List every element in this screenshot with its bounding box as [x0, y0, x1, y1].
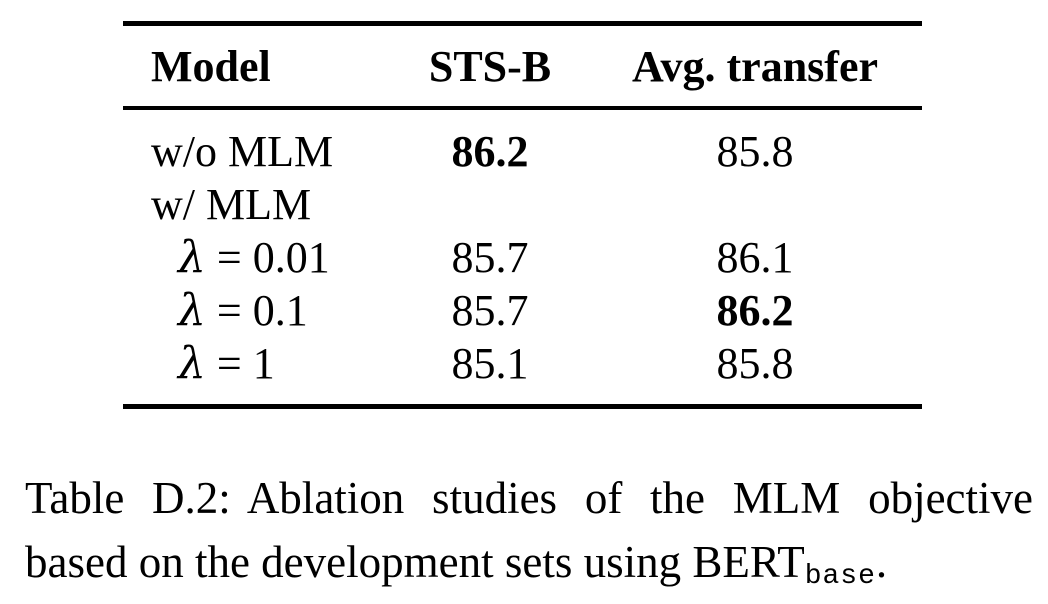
- caption-text-line1: Ablation studies of the MLM objective: [246, 473, 1033, 523]
- sts-b-cell: 85.1: [451, 339, 529, 388]
- caption-line-2: based on the development sets using BERT…: [25, 530, 1033, 604]
- model-cell: w/o MLM: [151, 127, 334, 176]
- table-row: w/ MLM: [123, 178, 922, 231]
- lambda-symbol: λ: [178, 338, 206, 389]
- table-row: λ = 1 85.1 85.8: [123, 337, 922, 390]
- avg-transfer-cell: 86.1: [716, 233, 794, 282]
- table-bottom-rule: [123, 404, 922, 409]
- sts-b-cell: 85.7: [451, 233, 529, 282]
- column-header-model: Model: [151, 41, 271, 91]
- avg-transfer-cell: 85.8: [716, 339, 794, 388]
- bert-base-subscript: base: [804, 561, 876, 593]
- model-cell: λ = 0.1: [178, 285, 308, 336]
- results-table: Model STS-B Avg. transfer w/o MLM 86.2 8…: [123, 21, 922, 409]
- model-cell: w/ MLM: [151, 180, 312, 229]
- caption-line-1: Table D.2: Ablation studies of the MLM ob…: [25, 466, 1033, 530]
- lambda-symbol: λ: [178, 285, 206, 336]
- caption-text-line2: based on the development sets using BERT: [25, 537, 805, 587]
- table-body: w/o MLM 86.2 85.8 w/ MLM λ = 0.01 85.7 8…: [123, 110, 922, 404]
- model-cell: λ = 1: [178, 338, 275, 389]
- table-header-row: Model STS-B Avg. transfer: [123, 26, 922, 106]
- table-mid-rule: [123, 106, 922, 110]
- caption-period: .: [875, 537, 888, 587]
- table-row: w/o MLM 86.2 85.8: [123, 125, 922, 178]
- sts-b-cell: 85.7: [451, 286, 529, 335]
- table-top-rule: [123, 21, 922, 26]
- table-row: λ = 0.1 85.7 86.2: [123, 284, 922, 337]
- lambda-symbol: λ: [178, 232, 206, 283]
- column-header-avg-transfer: Avg. transfer: [632, 41, 878, 91]
- sts-b-cell: 86.2: [451, 127, 529, 176]
- model-cell: λ = 0.01: [178, 232, 330, 283]
- table-caption: Table D.2: Ablation studies of the MLM ob…: [25, 466, 1033, 604]
- avg-transfer-cell: 86.2: [716, 286, 794, 335]
- column-header-sts-b: STS-B: [428, 41, 552, 91]
- table-row: λ = 0.01 85.7 86.1: [123, 231, 922, 284]
- caption-label: Table D.2:: [25, 473, 231, 523]
- avg-transfer-cell: 85.8: [716, 127, 794, 176]
